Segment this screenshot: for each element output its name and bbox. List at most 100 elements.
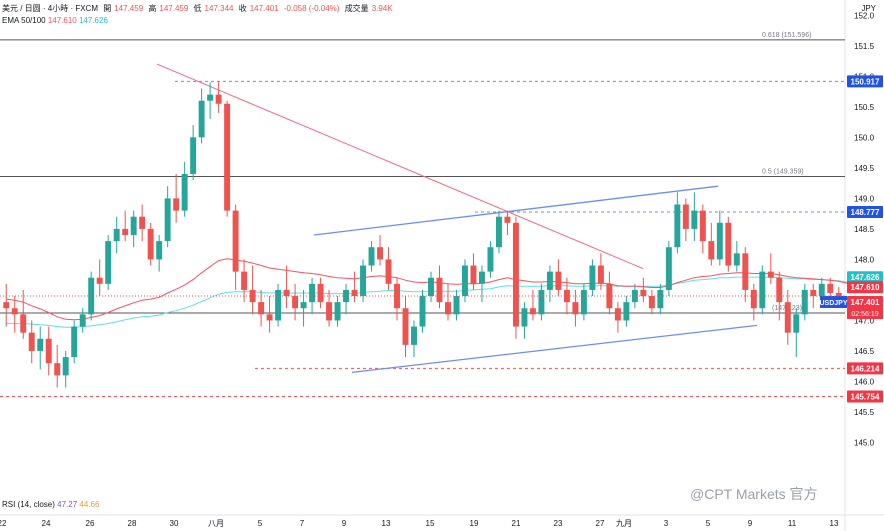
- high-value: 147.459: [159, 4, 189, 13]
- fib-label: 0.618 (151.596): [762, 32, 811, 39]
- candle-body: [801, 289, 808, 315]
- price-tag-label: 150.917: [851, 77, 880, 86]
- y-tick-label: 151.5: [854, 42, 875, 51]
- candle-body: [572, 302, 579, 315]
- candle-body: [411, 326, 417, 345]
- price-tag-bg: [847, 362, 883, 375]
- candle-body: [495, 216, 502, 248]
- candle-body: [62, 357, 69, 376]
- candle-body: [292, 296, 299, 309]
- symbol-tag-label: USDJPY: [819, 300, 847, 307]
- x-tick-label: 7: [300, 519, 305, 528]
- countdown-label: 02:56:19: [851, 311, 878, 318]
- candle-body: [377, 247, 383, 260]
- x-tick-label: 21: [512, 519, 521, 528]
- candle-body: [28, 332, 35, 351]
- candle-body: [640, 289, 647, 297]
- candle-body: [258, 302, 265, 315]
- x-tick-label: 5: [258, 519, 263, 528]
- candle-body: [198, 100, 205, 138]
- candle-body: [428, 277, 434, 297]
- candle-body: [733, 253, 740, 266]
- candle-body: [648, 296, 655, 309]
- price-tag-label: 147.626: [851, 273, 880, 282]
- candle-body: [776, 277, 783, 303]
- x-tick-label: 八月: [208, 519, 224, 528]
- candle-body: [750, 289, 757, 309]
- candle-body: [563, 289, 570, 303]
- candle-body: [3, 302, 10, 309]
- candle-body: [71, 326, 78, 358]
- candle-body: [529, 308, 536, 315]
- candle-body: [827, 283, 834, 293]
- candle-body: [691, 210, 698, 229]
- x-tick-label: 23: [554, 519, 563, 528]
- channel-upper: [313, 185, 719, 236]
- y-tick-label: 147.0: [854, 316, 875, 325]
- x-tick-label: 19: [470, 519, 479, 528]
- candle-body: [283, 289, 290, 297]
- candle-body: [334, 302, 341, 321]
- channel-lower: [351, 324, 758, 373]
- rsi-ma-value: 44.66: [79, 500, 100, 509]
- ema100-value: 147.626: [78, 16, 108, 25]
- y-tick-label: 152.0: [854, 11, 875, 20]
- candle-body: [113, 228, 120, 242]
- candle-body: [181, 173, 188, 211]
- candle-body: [368, 247, 375, 266]
- volume-value: 3.94K: [371, 4, 393, 13]
- candle-body: [835, 292, 842, 296]
- rsi-legend: RSI (14, close) 47.27 44.66: [2, 500, 99, 509]
- candle-body: [478, 271, 485, 284]
- y-tick-label: 145.0: [854, 439, 875, 448]
- ema50-line: [6, 258, 848, 321]
- trendline-down: [156, 63, 644, 270]
- candle-body: [462, 265, 468, 297]
- candle-body: [793, 314, 800, 333]
- candle-body: [742, 253, 749, 290]
- candle-body: [682, 204, 689, 229]
- candle-body: [657, 289, 664, 309]
- candle-body: [759, 271, 766, 309]
- candle-body: [419, 296, 426, 327]
- open-label: 開: [103, 4, 112, 13]
- price-tag-label: 147.610: [851, 283, 880, 292]
- candle-body: [589, 265, 596, 290]
- x-tick-label: 5: [706, 519, 711, 528]
- ema100-line: [6, 276, 848, 328]
- y-tick-label: 145.5: [854, 408, 875, 417]
- y-tick-label: 148.0: [854, 255, 875, 264]
- candle-body: [173, 198, 180, 211]
- candle-body: [300, 302, 307, 309]
- symbol-title: 美元 / 日圆 · 4小時 · FXCM: [2, 4, 98, 13]
- y-tick-label: 149.0: [854, 194, 875, 203]
- y-tick-label: 149.5: [854, 164, 875, 173]
- price-tag-label: 145.754: [851, 393, 880, 402]
- candle-body: [11, 308, 18, 315]
- candle-body: [360, 265, 367, 297]
- candle-body: [631, 289, 638, 303]
- candle-body: [445, 302, 451, 315]
- x-tick-label: 22: [0, 519, 7, 528]
- candle-body: [614, 308, 621, 321]
- candle-body: [580, 289, 587, 315]
- candle-body: [326, 302, 333, 321]
- candle-body: [54, 363, 61, 376]
- high-label: 高: [148, 4, 157, 13]
- currency-label: JPY: [861, 4, 876, 13]
- price-tag-label: 147.401: [851, 298, 880, 307]
- candle-body: [232, 210, 239, 272]
- candle-body: [402, 308, 409, 345]
- candle-body: [88, 277, 95, 315]
- candle-body: [512, 222, 519, 327]
- x-tick-label: 9: [748, 519, 753, 528]
- candle-body: [351, 289, 358, 297]
- candle-body: [436, 277, 443, 303]
- candle-body: [597, 265, 604, 284]
- volume-label: 成交量: [344, 4, 369, 13]
- candle-body: [147, 228, 154, 260]
- low-label: 低: [193, 4, 202, 13]
- change-value: -0.058 (-0.04%): [283, 4, 340, 13]
- candle-body: [708, 241, 715, 260]
